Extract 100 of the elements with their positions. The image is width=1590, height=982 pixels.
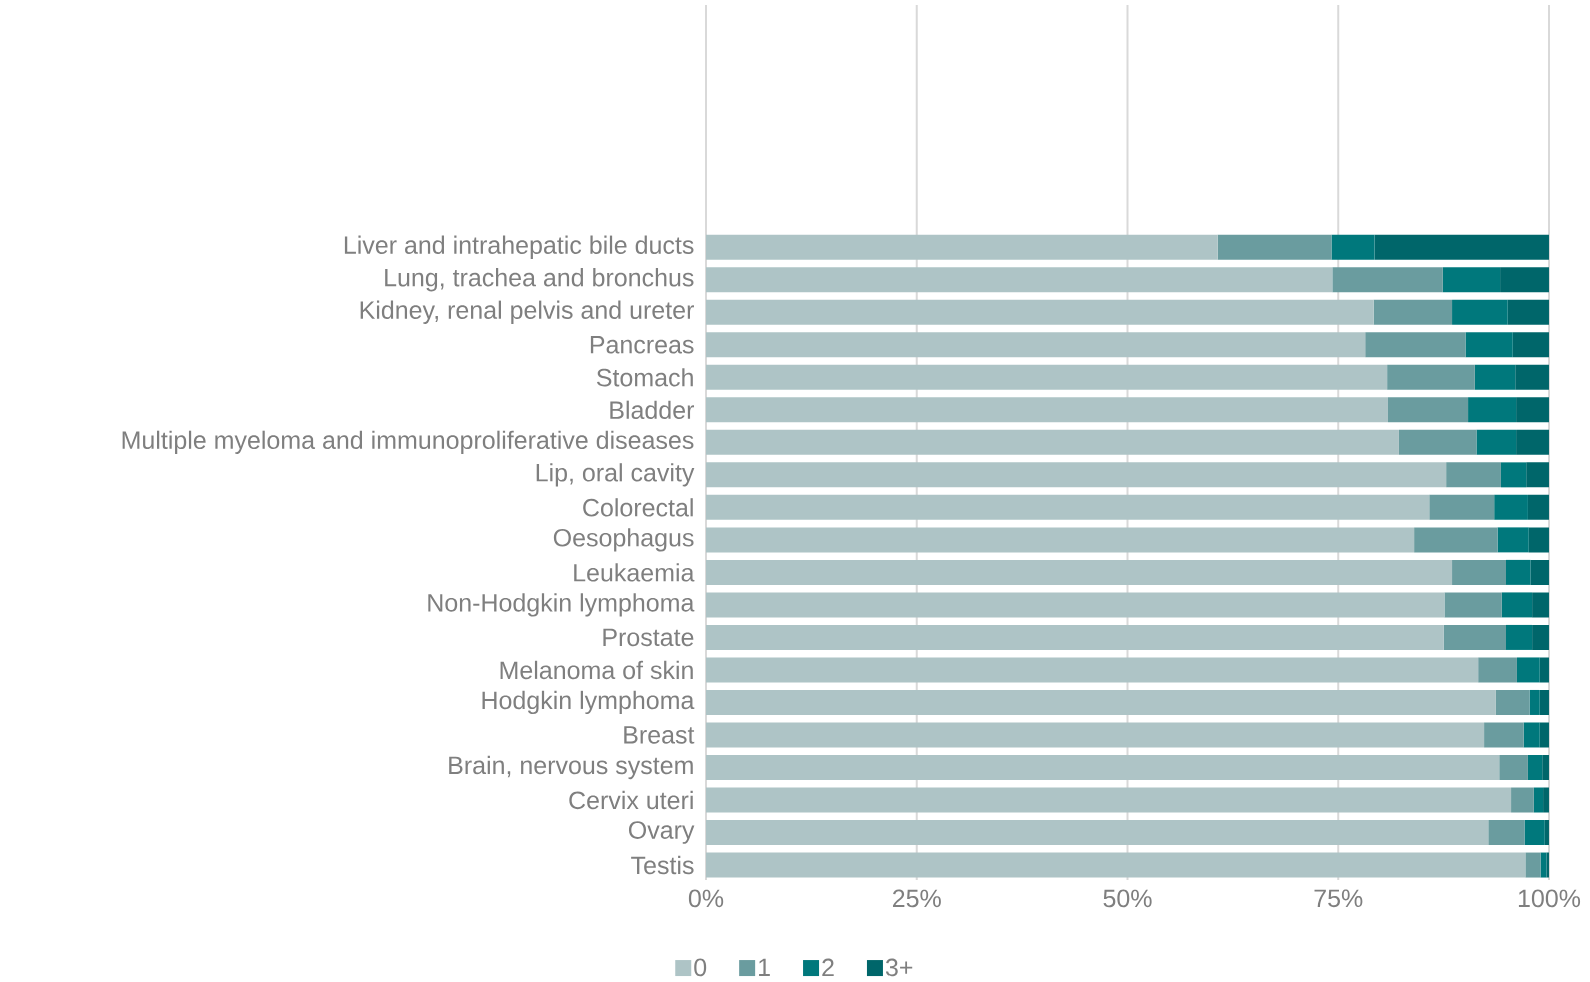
bar: [1373, 299, 1453, 325]
bar: [1476, 429, 1517, 455]
bar: [705, 820, 1489, 846]
bar: [1530, 559, 1549, 585]
y-tick-label: Breast: [624, 726, 695, 744]
bar: [1484, 722, 1524, 748]
bar: [1452, 299, 1508, 325]
bar: [705, 397, 1388, 423]
bar: [1533, 787, 1544, 813]
bar: [1488, 820, 1525, 846]
bar: [1374, 234, 1549, 260]
bar: [1331, 234, 1375, 260]
bar: [1527, 754, 1543, 780]
legend-label: 1: [759, 958, 770, 976]
bar: [1217, 234, 1332, 260]
bar: [1442, 267, 1501, 293]
y-tick-label: Hodgkin lymphoma: [482, 690, 695, 715]
bar: [1429, 494, 1495, 520]
y-tick-label: Multiple myeloma and immunoproliferative diseases: [122, 430, 694, 454]
bar: [1468, 397, 1517, 423]
bar: [705, 722, 1485, 748]
bar: [1516, 429, 1549, 455]
bar: [1529, 689, 1540, 715]
x-tick-label: 100%: [1518, 889, 1581, 908]
legend-label: 3+: [885, 958, 913, 977]
x-tick-label: 75%: [1314, 889, 1363, 908]
y-tick-label: Colorectal: [583, 498, 693, 517]
y-tick-label: Ovary: [628, 821, 695, 844]
x-tick-label: 0%: [688, 889, 724, 908]
bar: [1507, 299, 1549, 325]
bar: [1478, 657, 1517, 683]
bar: [705, 494, 1430, 520]
bar: [1474, 364, 1516, 390]
bar: [1500, 267, 1549, 293]
bar: [1506, 624, 1533, 650]
bar: [1512, 332, 1549, 358]
bar: [1387, 364, 1475, 390]
bar: [1527, 494, 1549, 520]
bar: [705, 754, 1500, 780]
bar: [1532, 624, 1549, 650]
y-tick-label: Lung, trachea and bronchus: [385, 268, 694, 292]
bar: [1387, 397, 1469, 423]
bar: [1516, 657, 1540, 683]
y-tick-label: Lip, oral cavity: [536, 463, 695, 487]
bar: [705, 267, 1333, 293]
bar: [1497, 527, 1529, 553]
bar: [705, 299, 1374, 325]
bar: [705, 332, 1366, 358]
bar: [1500, 462, 1527, 488]
bar: [1465, 332, 1513, 358]
bar: [705, 787, 1512, 813]
bar: [1525, 852, 1541, 878]
bar: [705, 689, 1496, 715]
bar: [1495, 689, 1530, 715]
y-tick-label: Prostate: [603, 628, 694, 647]
bar: [1499, 754, 1528, 780]
legend-label: 2: [822, 958, 834, 977]
bar: [1452, 559, 1506, 585]
bar: [1414, 527, 1498, 553]
bar: [1528, 527, 1549, 553]
bar: [1446, 462, 1501, 488]
y-tick-label: Non-Hodgkin lymphoma: [428, 593, 695, 617]
bar: [1524, 820, 1545, 846]
bar: [1332, 267, 1443, 293]
bar: [1511, 787, 1534, 813]
y-tick-label: Testis: [631, 855, 694, 875]
bar: [705, 852, 1526, 878]
x-tick-label: 25%: [892, 889, 941, 908]
y-tick-label: Cervix uteri: [569, 790, 693, 810]
bar: [1516, 397, 1549, 423]
bar: [1523, 722, 1540, 748]
y-tick-label: Stomach: [596, 368, 693, 387]
bar: [1365, 332, 1466, 358]
bar: [705, 592, 1445, 618]
bar: [705, 234, 1218, 260]
bar: [705, 657, 1479, 683]
bar: [1515, 364, 1549, 390]
y-tick-label: Bladder: [610, 400, 695, 420]
bar: [1501, 592, 1533, 618]
bar: [705, 559, 1453, 585]
y-tick-label: Oesophagus: [553, 528, 694, 552]
bar: [1494, 494, 1528, 520]
bar: [1398, 429, 1477, 455]
bar: [705, 364, 1388, 390]
y-tick-label: Pancreas: [590, 336, 694, 354]
bar: [705, 527, 1415, 553]
x-tick-label: 50%: [1103, 889, 1152, 908]
bar: [1506, 559, 1531, 585]
y-tick-label: Brain, nervous system: [449, 755, 693, 780]
legend-label: 0: [694, 958, 707, 977]
bar: [1444, 592, 1502, 618]
y-tick-label: Kidney, renal pelvis and ureter: [360, 300, 694, 324]
y-tick-label: Leukaemia: [574, 563, 695, 582]
bar: [1532, 592, 1549, 618]
bar: [1443, 624, 1506, 650]
y-tick-label: Melanoma of skin: [500, 660, 693, 680]
bar: [705, 624, 1444, 650]
bar: [705, 429, 1399, 455]
y-tick-label: Liver and intrahepatic bile ducts: [344, 235, 694, 259]
bar: [1526, 462, 1549, 488]
